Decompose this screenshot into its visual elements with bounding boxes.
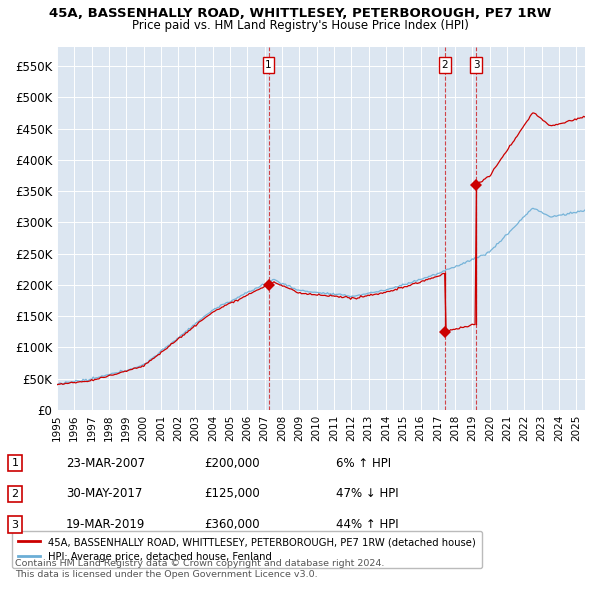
Text: £200,000: £200,000	[204, 457, 260, 470]
Text: Price paid vs. HM Land Registry's House Price Index (HPI): Price paid vs. HM Land Registry's House …	[131, 19, 469, 32]
Legend: 45A, BASSENHALLY ROAD, WHITTLESEY, PETERBOROUGH, PE7 1RW (detached house), HPI: : 45A, BASSENHALLY ROAD, WHITTLESEY, PETER…	[12, 531, 482, 568]
Text: 47% ↓ HPI: 47% ↓ HPI	[336, 487, 398, 500]
Text: 1: 1	[265, 60, 272, 70]
Text: £360,000: £360,000	[204, 518, 260, 531]
Text: £125,000: £125,000	[204, 487, 260, 500]
Text: 3: 3	[473, 60, 479, 70]
Text: 3: 3	[11, 520, 19, 529]
Text: Contains HM Land Registry data © Crown copyright and database right 2024.: Contains HM Land Registry data © Crown c…	[15, 559, 385, 568]
Text: 2: 2	[442, 60, 448, 70]
Text: 1: 1	[11, 458, 19, 468]
Text: 45A, BASSENHALLY ROAD, WHITTLESEY, PETERBOROUGH, PE7 1RW: 45A, BASSENHALLY ROAD, WHITTLESEY, PETER…	[49, 7, 551, 20]
Text: 30-MAY-2017: 30-MAY-2017	[66, 487, 142, 500]
Text: 19-MAR-2019: 19-MAR-2019	[66, 518, 145, 531]
Text: 23-MAR-2007: 23-MAR-2007	[66, 457, 145, 470]
Text: 2: 2	[11, 489, 19, 499]
Text: 6% ↑ HPI: 6% ↑ HPI	[336, 457, 391, 470]
Text: 44% ↑ HPI: 44% ↑ HPI	[336, 518, 398, 531]
Text: This data is licensed under the Open Government Licence v3.0.: This data is licensed under the Open Gov…	[15, 571, 317, 579]
